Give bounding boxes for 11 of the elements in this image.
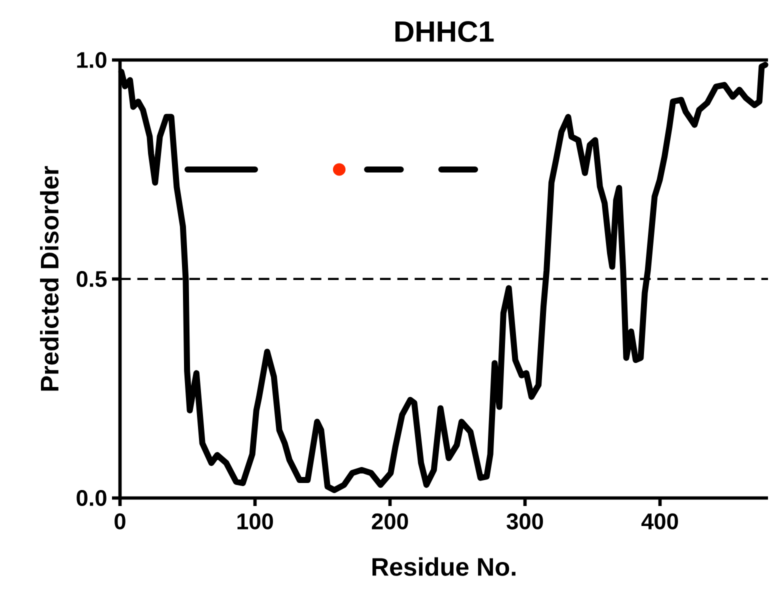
x-axis-title: Residue No. [372,557,516,576]
y-axis-title: Predicted Disorder [40,166,59,391]
x-tick-label: 100 [238,513,273,530]
y-tick-label: 0.0 [76,490,106,506]
chart-title: DHHC1 [395,21,494,42]
y-tick-label: 0.5 [76,270,107,288]
x-tick-label: 400 [641,513,678,530]
x-tick-label: 0 [114,513,126,530]
x-tick-label: 300 [506,513,543,530]
x-tick-label: 200 [372,513,408,530]
y-tick-label: 1.0 [77,52,106,68]
